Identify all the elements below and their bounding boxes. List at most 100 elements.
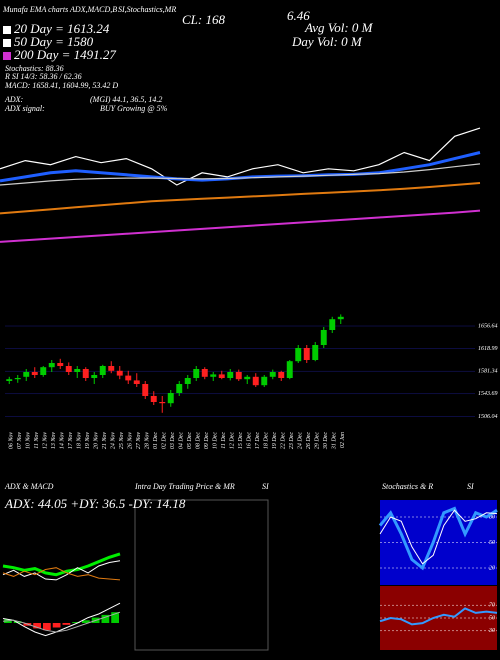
candle-body	[91, 375, 98, 378]
header-text: 6.46	[287, 8, 310, 23]
histogram-bar	[72, 622, 80, 623]
candle-body	[14, 378, 21, 380]
candle-body	[286, 361, 293, 378]
x-tick-label: 01 Dec	[153, 432, 159, 449]
series-line	[2, 602, 121, 637]
header-text: Stochastics: 88.36	[5, 64, 64, 73]
candle-body	[31, 372, 38, 375]
intraday-box	[134, 499, 269, 651]
x-tick-label: 02 Dec	[162, 432, 168, 449]
x-tick-label: 08 Dec	[196, 432, 202, 449]
header-text: BUY Growing @ 5%	[100, 104, 168, 113]
header-text: (MGI) 44.1, 36.5, 14.2	[90, 95, 162, 104]
series-line	[2, 567, 121, 581]
x-tick-label: 17 Nov	[68, 432, 74, 450]
candle-body	[65, 366, 72, 372]
candle-body	[23, 372, 30, 377]
histogram-bar	[52, 623, 61, 628]
header-text: SI,Stochastics,MR	[118, 5, 176, 14]
header-text: Day Vol: 0 M	[291, 34, 363, 49]
x-tick-label: 17 Dec	[255, 432, 261, 449]
header-text: ADX:	[4, 95, 24, 104]
panel-subtitle: ADX: 44.05 +DY: 36.5 -DY: 14.18	[4, 496, 186, 511]
candle-body	[303, 348, 310, 360]
panel-title: SI	[262, 482, 269, 491]
y-tick-label: 50	[489, 540, 495, 546]
candle-body	[108, 366, 115, 371]
histogram-bar	[62, 623, 71, 625]
x-tick-label: 24 Dec	[297, 432, 304, 449]
candle-body	[116, 370, 123, 376]
x-tick-label: 12 Dec	[230, 432, 236, 449]
candle-body	[261, 376, 268, 386]
candle-body	[329, 319, 336, 330]
candle-body	[99, 366, 106, 375]
candle-body	[278, 372, 285, 378]
series-line	[2, 560, 121, 581]
x-tick-label: 02 Jan	[340, 432, 346, 448]
x-tick-label: 28 Nov	[145, 432, 151, 450]
candle-body	[320, 330, 327, 345]
candle-body	[295, 348, 302, 362]
candle-body	[74, 369, 81, 372]
series-line	[0, 182, 481, 215]
x-tick-label: 27 Nov	[136, 432, 142, 450]
candle-body	[150, 396, 157, 402]
header-text: Munafa EMA charts ADX,MACD,B	[2, 5, 117, 14]
candle-body	[57, 363, 64, 366]
series-line	[379, 509, 498, 565]
candle-body	[133, 380, 140, 384]
header-text: ADX signal:	[4, 104, 45, 113]
x-tick-label: 16 Dec	[247, 432, 253, 449]
header-text: MACD: 1658.41, 1604.99, 53.42 D	[4, 81, 118, 90]
candle-body	[159, 402, 166, 404]
candle-body	[227, 372, 234, 378]
x-tick-label: 11 Nov	[34, 432, 40, 449]
x-tick-label: 18 Dec	[264, 432, 270, 449]
series-line	[0, 163, 481, 186]
candle-body	[125, 375, 132, 381]
histogram-bar	[33, 623, 41, 629]
series-line	[2, 552, 121, 577]
y-tick-label: 1656.64	[478, 322, 498, 329]
x-tick-label: 30 Dec	[323, 432, 329, 450]
legend-swatch	[3, 52, 11, 60]
x-tick-label: 23 Dec	[289, 432, 295, 449]
candle-body	[142, 384, 149, 396]
candle-body	[167, 393, 174, 404]
histogram-bar	[82, 620, 90, 623]
candle-body	[244, 376, 251, 380]
y-tick-label: 80	[489, 514, 495, 520]
y-tick-label: 1581.34	[478, 368, 498, 375]
panel-title: ADX & MACD	[4, 482, 54, 491]
candle-body	[6, 379, 13, 381]
candle-body	[210, 374, 217, 377]
x-tick-label: 20 Nov	[94, 432, 100, 450]
x-tick-label: 26 Nov	[128, 432, 134, 450]
panel-subtitle: SI	[467, 482, 474, 491]
y-tick-label: 1506.04	[478, 413, 498, 420]
series-line	[379, 607, 498, 626]
x-tick-label: 05 Dec	[187, 432, 193, 449]
candle-body	[82, 369, 89, 378]
header-text: 200 Day = 1491.27	[14, 47, 116, 62]
candle-body	[176, 384, 183, 393]
x-tick-label: 31 Dec	[332, 432, 338, 450]
x-tick-label: 10 Nov	[26, 432, 32, 450]
candle-body	[218, 374, 225, 378]
x-tick-label: 10 Dec	[213, 432, 219, 449]
x-tick-label: 13 Nov	[51, 432, 57, 450]
header-text: 50 Day = 1580	[14, 34, 94, 49]
x-tick-label: 12 Nov	[43, 432, 49, 450]
x-tick-label: 03 Dec	[170, 432, 176, 449]
x-tick-label: 25 Nov	[119, 432, 125, 450]
x-tick-label: 11 Dec	[221, 432, 227, 449]
series-line	[378, 506, 498, 571]
y-tick-label: 1543.69	[478, 390, 498, 397]
candle-body	[40, 367, 47, 375]
header-text: Avg Vol: 0 M	[304, 20, 374, 35]
candle-body	[184, 378, 191, 384]
histogram-bar	[101, 614, 110, 623]
x-tick-label: 15 Dec	[238, 432, 244, 449]
